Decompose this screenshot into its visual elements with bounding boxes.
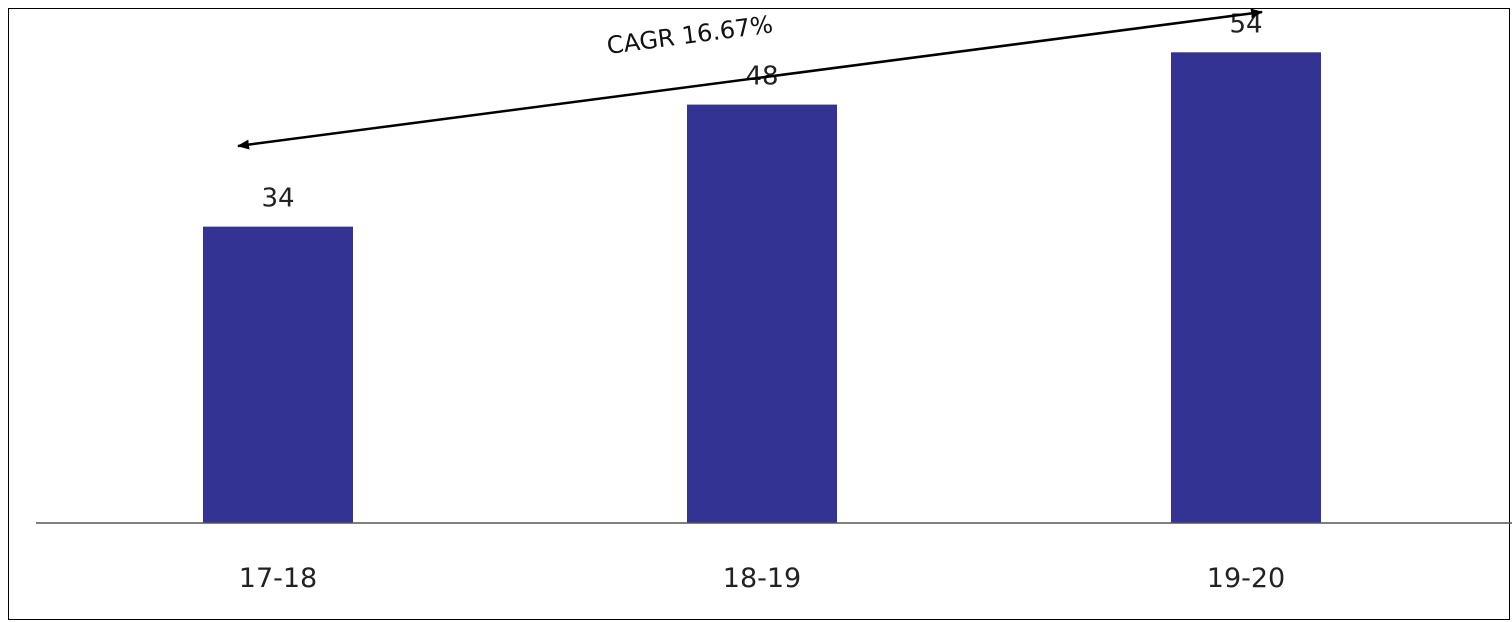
bar-17-18: [203, 226, 353, 523]
data-label-17-18: 34: [261, 184, 294, 214]
bar-18-19: [687, 104, 837, 523]
cagr-arrow: [237, 8, 1263, 150]
bar-19-20: [1171, 52, 1321, 524]
x-tick-label-17-18: 17-18: [239, 563, 317, 594]
bars-layer: [203, 52, 1321, 524]
cagr-label: CAGR 16.67%: [605, 10, 774, 60]
x-tick-label-18-19: 18-19: [723, 563, 801, 594]
x-tick-label-19-20: 19-20: [1207, 563, 1285, 594]
